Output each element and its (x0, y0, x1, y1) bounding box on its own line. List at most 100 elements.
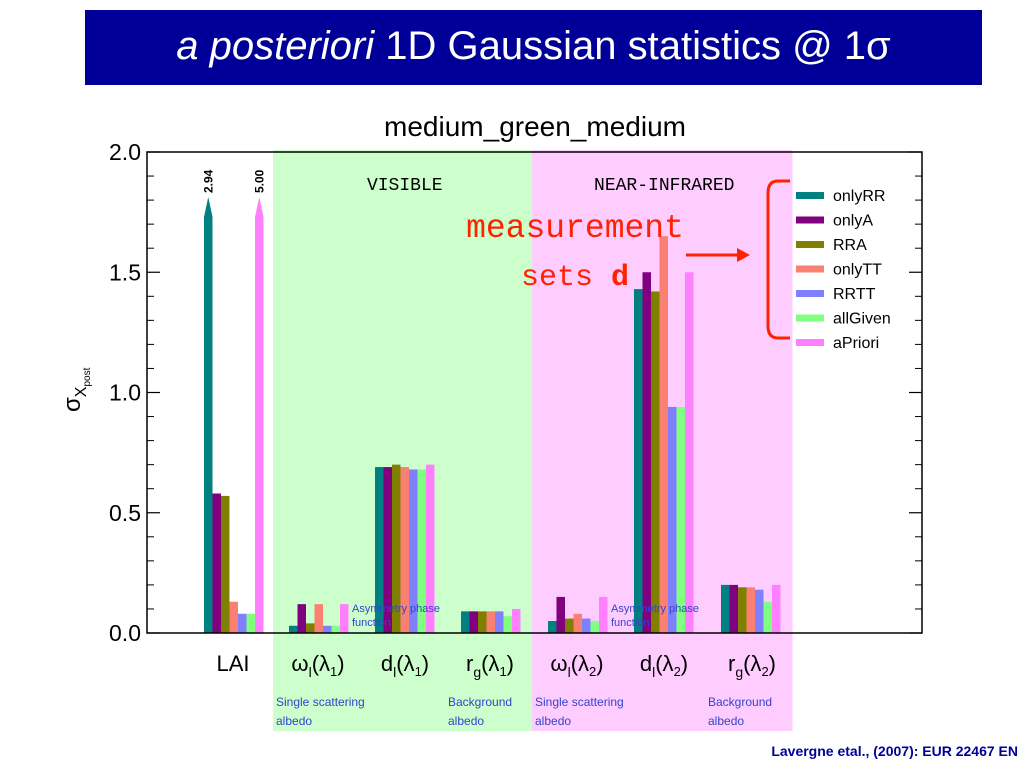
bar (548, 620, 557, 633)
bar (729, 584, 738, 633)
bar (221, 495, 230, 633)
region-note: Single scattering (276, 695, 365, 709)
slide-title-italic: a posteriori (176, 24, 375, 68)
legend-swatch (796, 192, 824, 199)
legend-label: RRTT (833, 286, 876, 303)
region-note: albedo (448, 714, 484, 728)
region-note: Single scattering (535, 695, 624, 709)
bar (323, 625, 332, 633)
region-note: albedo (276, 714, 312, 728)
slide-title: a posteriori 1D Gaussian statistics @ 1σ (85, 24, 982, 69)
bar (426, 464, 435, 633)
title-bar: a posteriori 1D Gaussian statistics @ 1σ (85, 10, 982, 85)
annotation-text: measurement (466, 210, 684, 247)
bar (659, 236, 668, 634)
region-note: Background (448, 695, 512, 709)
chart-title: medium_green_medium (384, 111, 686, 142)
y-tick-label: 2.0 (109, 139, 141, 165)
bar (721, 584, 730, 633)
legend-label: allGiven (833, 311, 891, 328)
bar (375, 467, 384, 633)
bar (755, 589, 764, 633)
bar (772, 584, 781, 633)
bar (409, 469, 418, 633)
legend-label: aPriori (833, 335, 879, 352)
bar (573, 613, 582, 633)
bar (668, 406, 677, 633)
bar (512, 608, 521, 633)
bar (229, 601, 238, 633)
x-category-label: ωl(λ2) (550, 651, 603, 680)
bar (383, 467, 392, 633)
x-category-label: ωl(λ1) (291, 651, 344, 680)
bar-overflow-arrow (204, 197, 213, 217)
bar (495, 611, 504, 633)
x-category-label: dl(λ1) (381, 651, 429, 680)
bar (685, 272, 694, 633)
bar (556, 596, 565, 633)
bar (676, 406, 685, 633)
hidden-region-note: function (352, 617, 391, 629)
legend-swatch (796, 339, 824, 346)
bar (461, 611, 470, 633)
bar (297, 604, 306, 633)
bar (478, 611, 487, 633)
region-label: VISIBLE (367, 176, 443, 196)
bar (599, 596, 608, 633)
legend-swatch (796, 290, 824, 297)
slide-title-rest: 1D Gaussian statistics @ 1σ (374, 24, 891, 68)
bar-chart: VISIBLE NEAR-INFRARED medium_green_medium 2… (59, 111, 923, 731)
bar (642, 272, 651, 633)
legend-swatch (796, 265, 824, 273)
bar (651, 291, 660, 633)
y-tick-label: 1.0 (109, 380, 141, 406)
region-note: Background (708, 695, 772, 709)
overflow-value-label: 5.00 (252, 169, 266, 193)
bar (503, 616, 512, 633)
bar (763, 601, 772, 633)
x-category-label: dl(λ2) (640, 651, 688, 680)
bar (331, 625, 340, 633)
legend-label: RRA (833, 237, 867, 254)
legend-swatch (796, 241, 824, 248)
bar (314, 604, 323, 633)
bar (582, 618, 591, 633)
y-tick-label: 1.5 (109, 259, 141, 285)
hidden-region-note: function (611, 617, 650, 629)
bar (469, 611, 478, 633)
bar (306, 623, 315, 633)
bar (246, 613, 255, 633)
bar (340, 604, 349, 633)
bar (634, 289, 643, 633)
hidden-region-note: Asymmetry phase (611, 603, 699, 615)
x-category-label: rg(λ2) (728, 651, 776, 680)
citation: Lavergne etal., (2007): EUR 22467 EN (771, 743, 1018, 759)
bar (738, 587, 747, 633)
annotation-text: sets d (521, 261, 629, 295)
legend-label: onlyTT (833, 262, 882, 279)
bar (590, 620, 599, 633)
annotation-arrow-head (737, 248, 750, 262)
legend-bracket (766, 179, 790, 340)
overflow-value-label: 2.94 (201, 169, 215, 193)
y-axis-label: σXpost (59, 367, 93, 412)
y-tick-label: 0.0 (109, 620, 141, 646)
x-category-label: LAI (216, 651, 249, 676)
legend-swatch (796, 314, 824, 322)
region-note: albedo (708, 714, 744, 728)
region-note: albedo (535, 714, 571, 728)
y-tick-label: 0.5 (109, 500, 141, 526)
bar (255, 217, 264, 633)
bar (238, 613, 247, 633)
bar (400, 467, 409, 633)
legend-label: onlyA (833, 213, 873, 230)
bar (204, 217, 213, 633)
region-label: NEAR-INFRARED (594, 176, 734, 196)
x-category-label: rg(λ1) (466, 651, 514, 680)
hidden-region-note: Asymmetry phase (352, 603, 440, 615)
legend-label: onlyRR (833, 188, 885, 205)
bar (417, 469, 426, 633)
bar (212, 493, 221, 633)
bar (565, 618, 574, 633)
bar (486, 611, 495, 633)
